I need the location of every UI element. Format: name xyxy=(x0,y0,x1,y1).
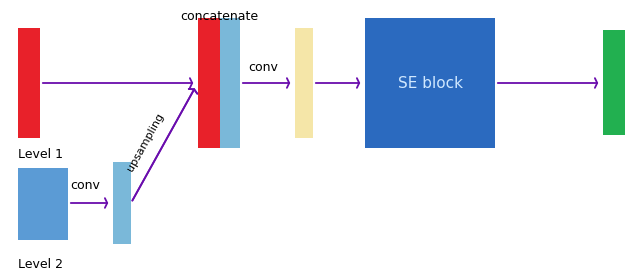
Bar xyxy=(113,162,131,244)
Text: Level 2: Level 2 xyxy=(18,258,63,271)
Bar xyxy=(603,30,625,135)
Text: upsampling: upsampling xyxy=(125,111,165,173)
Bar xyxy=(18,168,68,240)
Text: conv: conv xyxy=(248,61,278,74)
Text: SE block: SE block xyxy=(397,76,463,90)
Bar xyxy=(220,18,240,148)
Bar xyxy=(198,18,220,148)
Bar xyxy=(365,18,495,148)
Text: Level 1: Level 1 xyxy=(18,148,63,161)
Bar xyxy=(18,28,40,138)
Text: concatenate: concatenate xyxy=(180,10,258,23)
Bar xyxy=(295,28,313,138)
Text: conv: conv xyxy=(70,179,100,192)
